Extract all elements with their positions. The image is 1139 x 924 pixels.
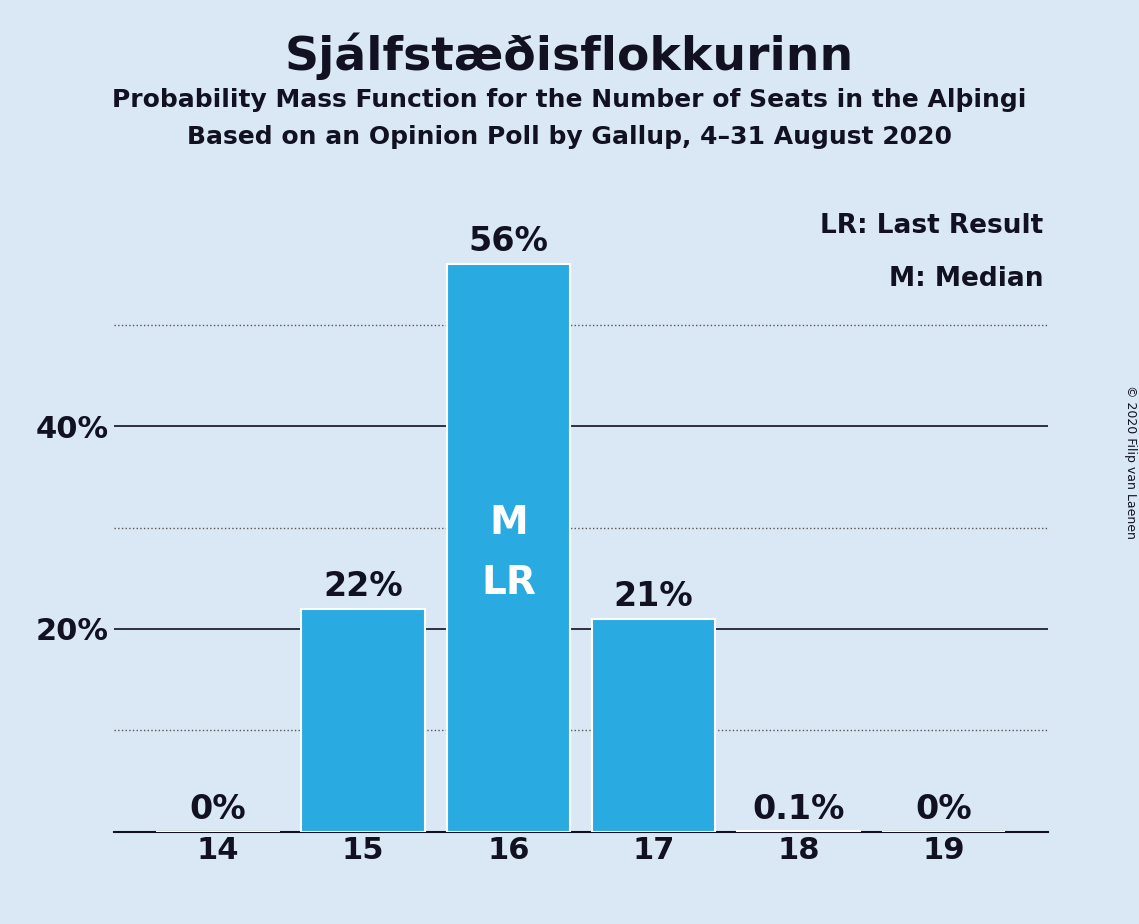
Text: 21%: 21% [614, 579, 694, 613]
Bar [302, 609, 425, 832]
Text: 0.1%: 0.1% [753, 793, 845, 825]
Text: 0%: 0% [190, 793, 246, 825]
Bar [592, 619, 715, 832]
Text: 56%: 56% [468, 225, 548, 258]
Text: LR: LR [481, 565, 535, 602]
Text: 0%: 0% [916, 793, 972, 825]
Text: Probability Mass Function for the Number of Seats in the Alþingi: Probability Mass Function for the Number… [113, 88, 1026, 112]
Text: M: M [489, 504, 527, 541]
Bar [737, 831, 860, 832]
Text: 22%: 22% [323, 569, 403, 602]
Text: M: Median: M: Median [888, 266, 1043, 292]
Text: Sjálfstæðisflokkurinn: Sjálfstæðisflokkurinn [285, 32, 854, 79]
Text: © 2020 Filip van Laenen: © 2020 Filip van Laenen [1124, 385, 1137, 539]
Text: Based on an Opinion Poll by Gallup, 4–31 August 2020: Based on an Opinion Poll by Gallup, 4–31… [187, 125, 952, 149]
Text: LR: Last Result: LR: Last Result [820, 213, 1043, 238]
Bar [446, 264, 570, 832]
